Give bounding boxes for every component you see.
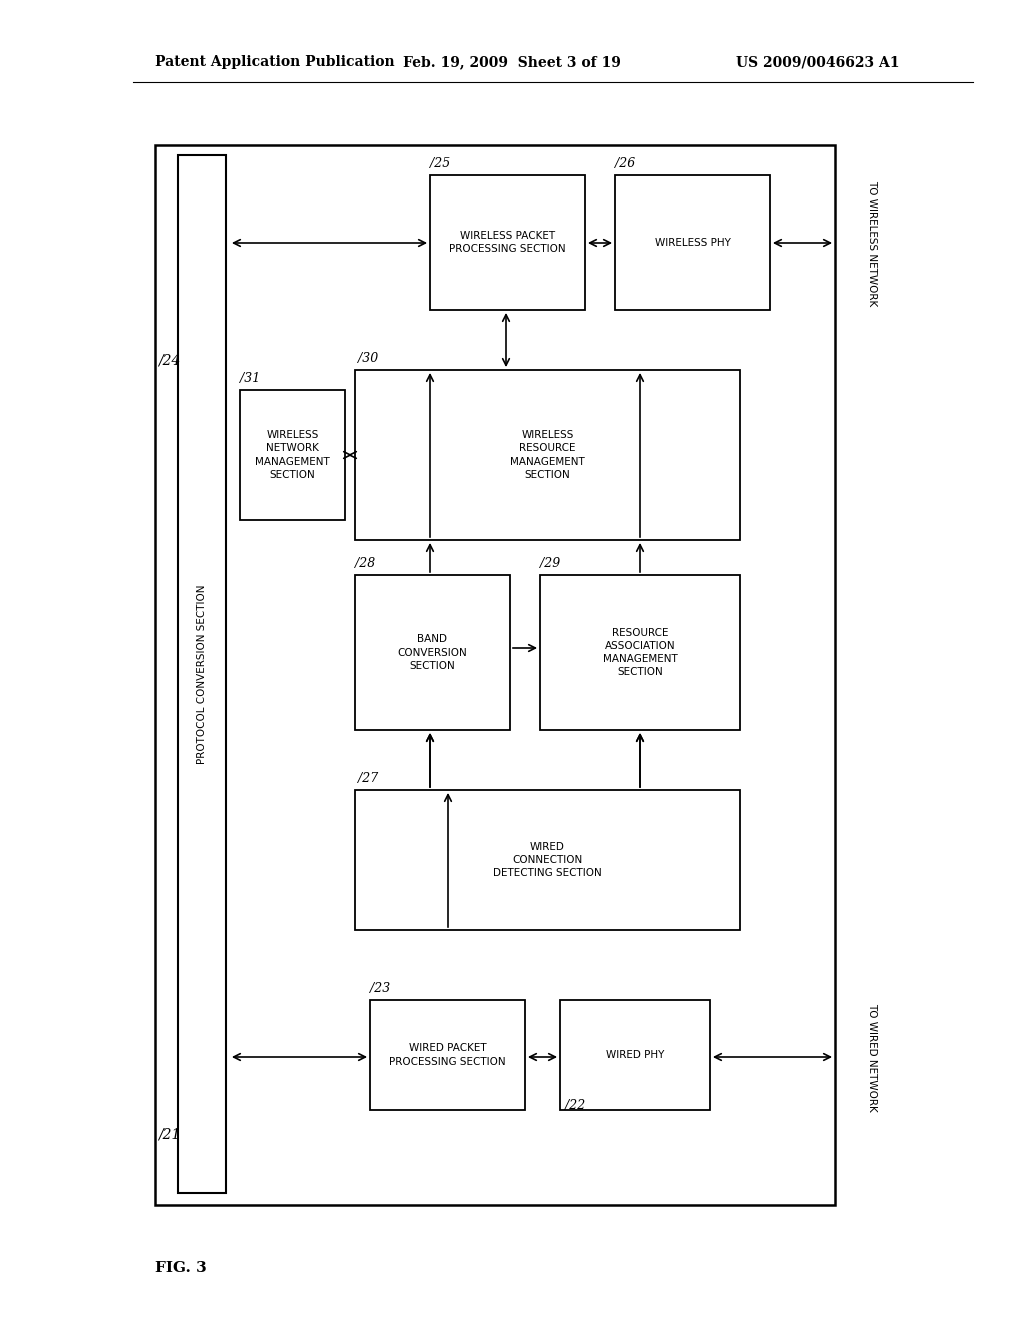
Text: PROTOCOL CONVERSION SECTION: PROTOCOL CONVERSION SECTION <box>197 585 207 764</box>
Bar <box>178 154 226 1193</box>
Text: TO WIRELESS NETWORK: TO WIRELESS NETWORK <box>867 180 877 306</box>
Bar <box>430 176 585 310</box>
Text: Feb. 19, 2009  Sheet 3 of 19: Feb. 19, 2009 Sheet 3 of 19 <box>403 55 621 69</box>
Text: /21: /21 <box>158 1129 180 1142</box>
Text: /27: /27 <box>358 772 378 785</box>
Bar <box>560 1001 710 1110</box>
Bar <box>370 1001 525 1110</box>
Text: Patent Application Publication: Patent Application Publication <box>155 55 394 69</box>
Text: WIRELESS PACKET
PROCESSING SECTION: WIRELESS PACKET PROCESSING SECTION <box>450 231 566 253</box>
Bar <box>155 145 835 1205</box>
Bar <box>355 789 740 931</box>
Text: /29: /29 <box>540 557 560 570</box>
Text: WIRED
CONNECTION
DETECTING SECTION: WIRED CONNECTION DETECTING SECTION <box>494 842 602 878</box>
Text: WIRED PHY: WIRED PHY <box>606 1049 665 1060</box>
Text: /23: /23 <box>370 982 390 995</box>
Text: /30: /30 <box>358 352 378 366</box>
Text: US 2009/0046623 A1: US 2009/0046623 A1 <box>736 55 900 69</box>
Text: FIG. 3: FIG. 3 <box>155 1261 207 1275</box>
Bar <box>355 576 510 730</box>
Text: /25: /25 <box>430 157 451 170</box>
Text: WIRELESS
NETWORK
MANAGEMENT
SECTION: WIRELESS NETWORK MANAGEMENT SECTION <box>255 430 330 479</box>
Text: BAND
CONVERSION
SECTION: BAND CONVERSION SECTION <box>397 635 467 671</box>
Text: /31: /31 <box>240 372 260 385</box>
Bar <box>540 576 740 730</box>
Text: WIRELESS PHY: WIRELESS PHY <box>654 238 730 248</box>
Text: TO WIRED NETWORK: TO WIRED NETWORK <box>867 1003 877 1111</box>
Text: /28: /28 <box>355 557 375 570</box>
Text: /24: /24 <box>158 352 180 367</box>
Text: /26: /26 <box>615 157 635 170</box>
Bar <box>615 176 770 310</box>
Text: RESOURCE
ASSOCIATION
MANAGEMENT
SECTION: RESOURCE ASSOCIATION MANAGEMENT SECTION <box>603 628 677 677</box>
Bar <box>355 370 740 540</box>
Text: /22: /22 <box>565 1100 586 1111</box>
Bar <box>240 389 345 520</box>
Text: WIRED PACKET
PROCESSING SECTION: WIRED PACKET PROCESSING SECTION <box>389 1043 506 1067</box>
Text: WIRELESS
RESOURCE
MANAGEMENT
SECTION: WIRELESS RESOURCE MANAGEMENT SECTION <box>510 430 585 479</box>
